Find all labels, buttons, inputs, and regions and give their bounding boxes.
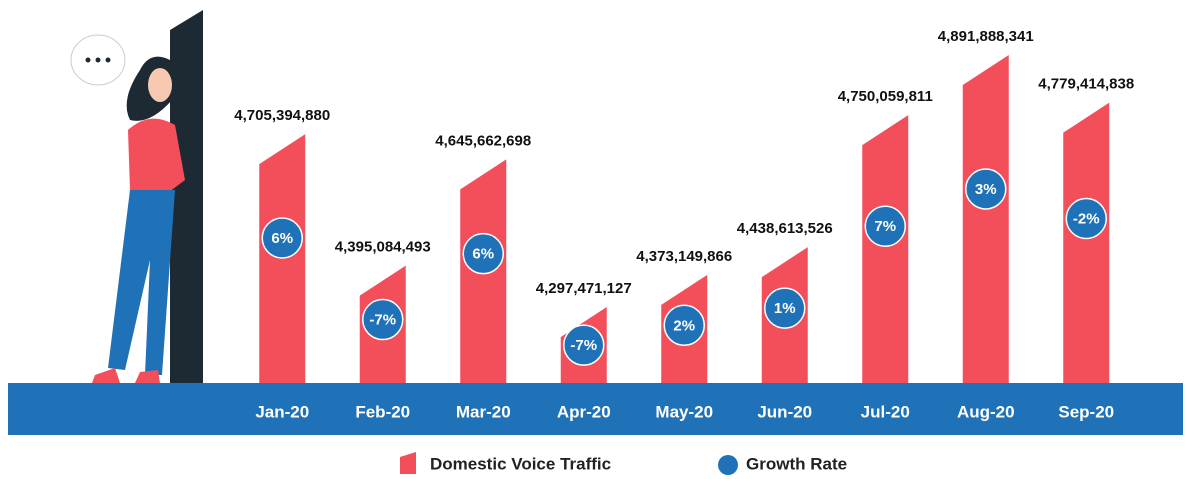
growth-label: 2%	[673, 317, 695, 334]
bar	[862, 115, 908, 383]
legend: Domestic Voice Traffic Growth Rate	[400, 452, 847, 475]
x-tick-label: Jun-20	[757, 402, 812, 421]
bar	[1063, 103, 1109, 383]
x-tick-label: Apr-20	[557, 402, 611, 421]
x-tick-label: Aug-20	[957, 402, 1015, 421]
value-label: 4,779,414,838	[1038, 76, 1134, 93]
growth-label: -7%	[570, 337, 597, 354]
value-label: 4,438,613,526	[737, 220, 833, 237]
value-label: 4,297,471,127	[536, 280, 632, 297]
illustration	[71, 10, 203, 383]
growth-label: 6%	[472, 246, 494, 263]
value-label: 4,750,059,811	[838, 88, 933, 105]
growth-label: -7%	[369, 311, 396, 328]
value-label: 4,645,662,698	[435, 132, 531, 149]
bar	[963, 55, 1009, 383]
x-tick-label: Mar-20	[456, 402, 511, 421]
x-tick-label: Feb-20	[355, 402, 410, 421]
value-label: 4,705,394,880	[234, 107, 330, 124]
chart: Domestic Voice Traffic Growth Rate 4,705…	[0, 0, 1192, 479]
x-tick-label: Jan-20	[255, 402, 309, 421]
legend-swatch	[400, 452, 416, 474]
growth-label: 3%	[975, 181, 997, 198]
value-label: 4,373,149,866	[636, 248, 732, 265]
x-tick-label: Jul-20	[861, 402, 910, 421]
growth-label: 6%	[271, 230, 293, 247]
legend-label: Growth Rate	[746, 454, 847, 473]
value-label: 4,395,084,493	[335, 239, 431, 256]
x-tick-label: Sep-20	[1058, 402, 1114, 421]
value-label: 4,891,888,341	[938, 28, 1034, 45]
legend-label: Domestic Voice Traffic	[430, 454, 611, 473]
growth-label: 7%	[874, 218, 896, 235]
growth-label: -2%	[1073, 210, 1100, 227]
legend-swatch	[718, 455, 738, 475]
growth-label: 1%	[774, 300, 796, 317]
x-tick-label: May-20	[655, 402, 713, 421]
